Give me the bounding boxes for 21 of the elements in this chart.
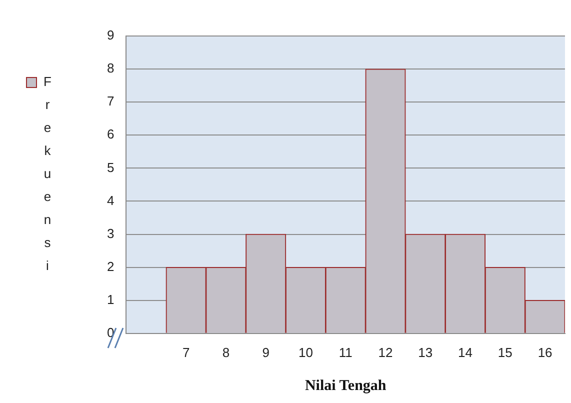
x-tick-label: 16 (538, 344, 552, 360)
x-tick-label: 8 (222, 344, 230, 360)
y-tick-label: 3 (106, 226, 114, 241)
x-tick-label: 12 (378, 344, 393, 360)
x-tick-label: 9 (262, 344, 270, 360)
x-tick-label: 15 (498, 344, 512, 360)
y-tick-label: 9 (106, 28, 114, 43)
text: Frekuensi (40, 74, 55, 281)
y-tick-label: 8 (106, 60, 114, 76)
y-tick-label: 1 (106, 292, 114, 307)
x-tick-label: 14 (458, 344, 473, 360)
y-tick-label: 7 (106, 94, 114, 109)
y-tick-label: 2 (106, 258, 114, 274)
y-tick-label: 6 (106, 126, 114, 142)
x-tick-label: 13 (418, 344, 433, 360)
x-tick-label: 10 (298, 344, 313, 360)
y-tick-label: 5 (106, 160, 114, 175)
x-tick-label: 11 (338, 344, 352, 360)
x-axis-title: Nilai Tengah (304, 378, 387, 394)
x-tick-label: 7 (182, 344, 190, 360)
y-tick-label: 4 (106, 192, 114, 208)
